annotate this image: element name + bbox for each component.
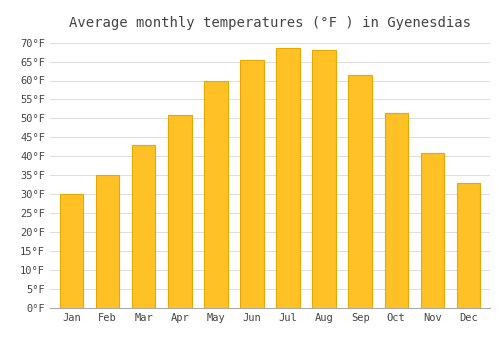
Bar [384, 113, 408, 308]
Bar [312, 50, 336, 308]
Bar [132, 145, 156, 308]
Bar [456, 183, 480, 308]
Bar [168, 115, 192, 308]
Bar [420, 153, 444, 308]
Title: Average monthly temperatures (°F ) in Gyenesdias: Average monthly temperatures (°F ) in Gy… [69, 16, 471, 30]
Bar [204, 80, 228, 308]
Bar [240, 60, 264, 308]
Bar [96, 175, 120, 308]
Bar [348, 75, 372, 308]
Bar [276, 48, 300, 308]
Bar [60, 194, 84, 308]
